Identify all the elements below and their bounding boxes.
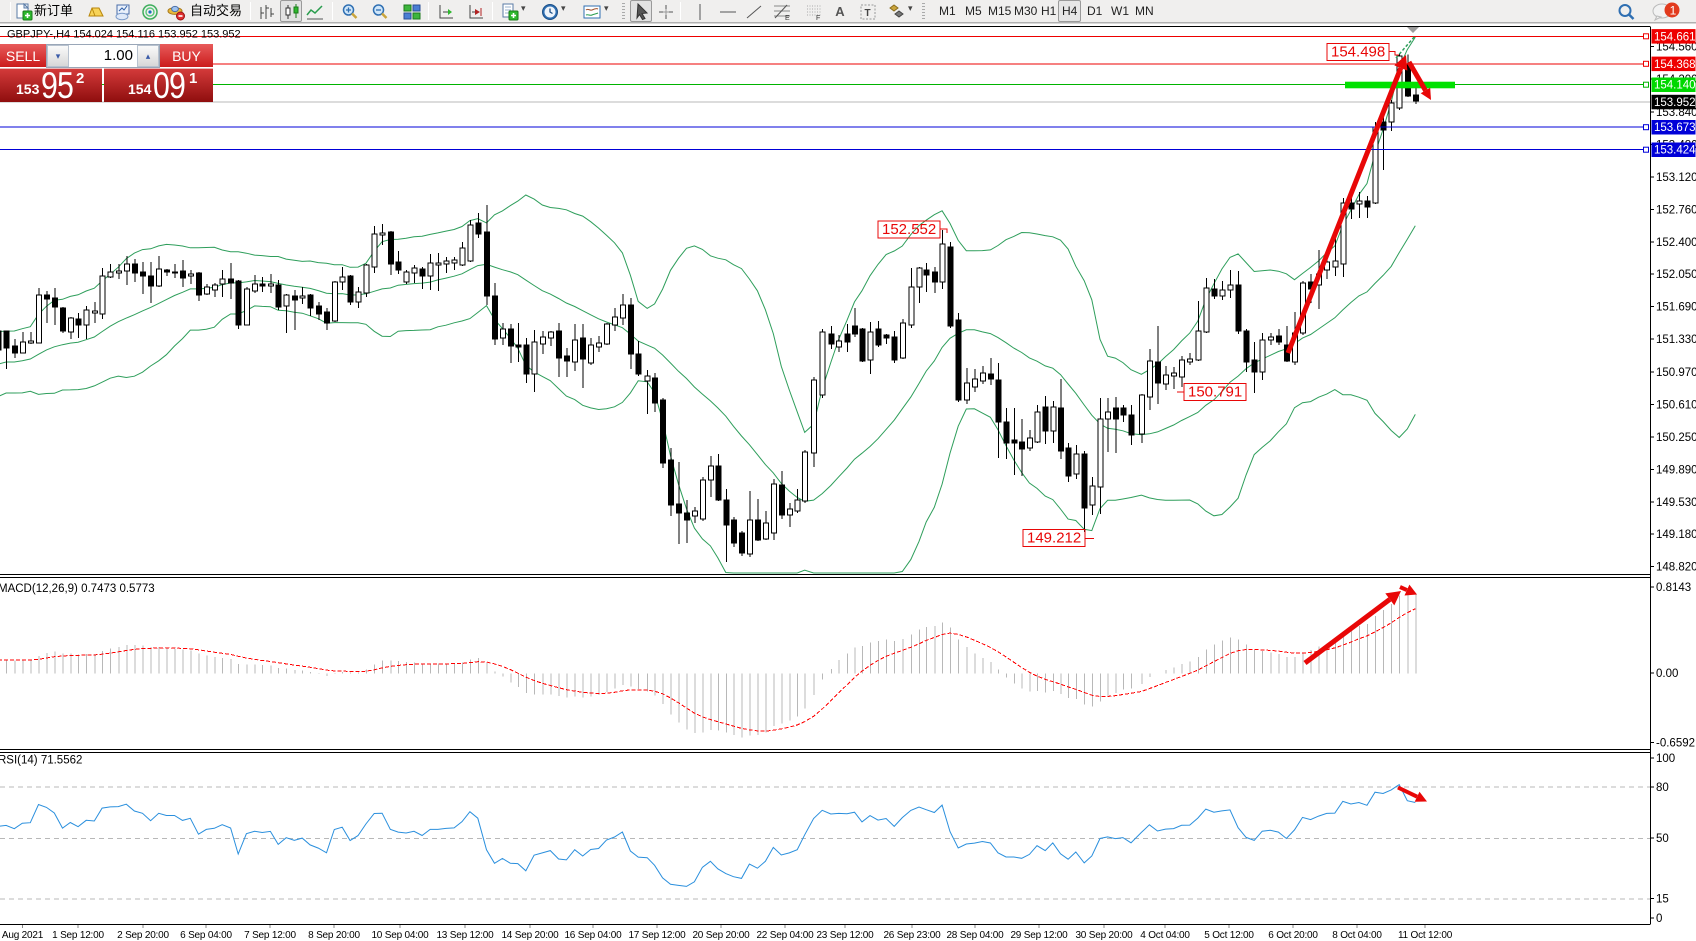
svg-text:151.330: 151.330 <box>1656 334 1696 346</box>
svg-text:6 Sep 04:00: 6 Sep 04:00 <box>180 930 232 941</box>
svg-text:RSI(14) 71.5562: RSI(14) 71.5562 <box>0 755 82 767</box>
svg-text:22 Sep 04:00: 22 Sep 04:00 <box>756 930 814 941</box>
svg-text:0.8143: 0.8143 <box>1656 582 1691 594</box>
svg-text:150.970: 150.970 <box>1656 367 1696 379</box>
svg-text:MACD(12,26,9) 0.7473 0.5773: MACD(12,26,9) 0.7473 0.5773 <box>0 583 155 595</box>
svg-text:1: 1 <box>1670 3 1677 17</box>
svg-text:29 Sep 12:00: 29 Sep 12:00 <box>1010 930 1068 941</box>
svg-text:80: 80 <box>1656 782 1669 794</box>
svg-text:F: F <box>816 15 820 21</box>
svg-text:8 Oct 04:00: 8 Oct 04:00 <box>1332 930 1382 941</box>
svg-text:2 Sep 20:00: 2 Sep 20:00 <box>117 930 169 941</box>
svg-text:150.250: 150.250 <box>1656 432 1696 444</box>
svg-text:149.212: 149.212 <box>1027 530 1081 547</box>
svg-text:153.952: 153.952 <box>1654 97 1696 109</box>
svg-text:30 Sep 20:00: 30 Sep 20:00 <box>1075 930 1133 941</box>
svg-text:154.140: 154.140 <box>1654 80 1696 92</box>
svg-text:1 Sep 12:00: 1 Sep 12:00 <box>52 930 104 941</box>
svg-text:17 Sep 12:00: 17 Sep 12:00 <box>628 930 686 941</box>
svg-text:26 Sep 23:00: 26 Sep 23:00 <box>883 930 941 941</box>
svg-text:150.610: 150.610 <box>1656 399 1696 411</box>
svg-text:14 Sep 20:00: 14 Sep 20:00 <box>501 930 559 941</box>
svg-text:15: 15 <box>1656 894 1669 906</box>
svg-text:13 Sep 12:00: 13 Sep 12:00 <box>436 930 494 941</box>
svg-text:153.840: 153.840 <box>1656 107 1696 119</box>
svg-text:-0.6592: -0.6592 <box>1656 738 1695 750</box>
svg-text:4 Oct 04:00: 4 Oct 04:00 <box>1140 930 1190 941</box>
svg-text:149.890: 149.890 <box>1656 465 1696 477</box>
svg-text:153.120: 153.120 <box>1656 172 1696 184</box>
svg-text:Aug 2021: Aug 2021 <box>2 930 44 941</box>
svg-text:154.368: 154.368 <box>1654 59 1696 71</box>
svg-text:151.690: 151.690 <box>1656 302 1696 314</box>
svg-text:8 Sep 20:00: 8 Sep 20:00 <box>308 930 360 941</box>
svg-text:7 Sep 12:00: 7 Sep 12:00 <box>244 930 296 941</box>
svg-text:10 Sep 04:00: 10 Sep 04:00 <box>371 930 429 941</box>
svg-text:153.673: 153.673 <box>1654 122 1696 134</box>
svg-text:28 Sep 04:00: 28 Sep 04:00 <box>946 930 1004 941</box>
svg-text:0: 0 <box>1656 913 1662 925</box>
svg-text:16 Sep 04:00: 16 Sep 04:00 <box>564 930 622 941</box>
svg-text:GBPJPY-,H4 154.024 154.116 15: GBPJPY-,H4 154.024 154.116 153.952 153.9… <box>7 29 241 41</box>
svg-text:152.050: 152.050 <box>1656 269 1696 281</box>
svg-text:154.498: 154.498 <box>1331 44 1385 61</box>
svg-text:149.180: 149.180 <box>1656 529 1696 541</box>
svg-text:E: E <box>785 15 790 21</box>
svg-text:23 Sep 12:00: 23 Sep 12:00 <box>816 930 874 941</box>
svg-text:149.530: 149.530 <box>1656 497 1696 509</box>
svg-text:50: 50 <box>1656 833 1669 845</box>
svg-text:100: 100 <box>1656 753 1675 765</box>
svg-text:11 Oct 12:00: 11 Oct 12:00 <box>1398 930 1453 941</box>
svg-text:20 Sep 20:00: 20 Sep 20:00 <box>692 930 750 941</box>
svg-text:153.424: 153.424 <box>1654 145 1696 157</box>
svg-text:152.400: 152.400 <box>1656 237 1696 249</box>
svg-text:154.661: 154.661 <box>1654 31 1696 43</box>
svg-text:T: T <box>865 8 871 19</box>
svg-text:6 Oct 20:00: 6 Oct 20:00 <box>1268 930 1318 941</box>
svg-text:154.560: 154.560 <box>1656 42 1696 54</box>
svg-text:150.791: 150.791 <box>1188 384 1242 401</box>
svg-text:152.552: 152.552 <box>882 221 936 238</box>
svg-text:152.760: 152.760 <box>1656 205 1696 217</box>
svg-text:148.820: 148.820 <box>1656 562 1696 574</box>
svg-text:5 Oct 12:00: 5 Oct 12:00 <box>1204 930 1254 941</box>
svg-text:0.00: 0.00 <box>1656 668 1678 680</box>
